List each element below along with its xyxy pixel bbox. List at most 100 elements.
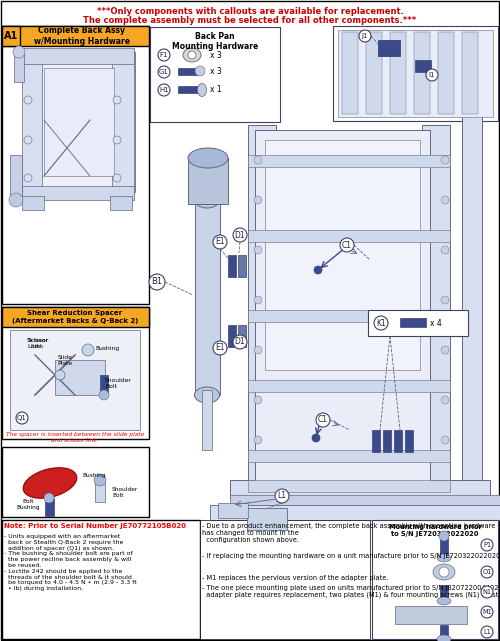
Bar [195, 200, 220, 395]
Circle shape [312, 434, 320, 442]
Bar [422, 125, 450, 505]
Bar [188, 158, 228, 204]
Circle shape [441, 436, 449, 444]
Bar [45, 498, 54, 516]
Bar [383, 430, 391, 452]
Text: M1: M1 [482, 609, 492, 615]
Text: x 3: x 3 [210, 51, 222, 60]
Bar [55, 360, 105, 395]
Bar [112, 50, 134, 195]
Bar [178, 86, 198, 93]
Bar [440, 625, 448, 639]
Bar [230, 480, 490, 498]
Text: x 3: x 3 [210, 67, 222, 76]
Circle shape [441, 396, 449, 404]
Circle shape [314, 266, 322, 274]
Text: Bolt
Bushing: Bolt Bushing [16, 499, 40, 510]
Circle shape [213, 235, 227, 249]
Text: Mounting hardware prior
to S/N JE720322022020: Mounting hardware prior to S/N JE7203220… [388, 524, 482, 537]
Circle shape [441, 246, 449, 254]
Circle shape [94, 474, 106, 486]
Bar [366, 32, 382, 114]
Bar [390, 32, 406, 114]
Bar [210, 505, 500, 520]
Circle shape [24, 96, 32, 104]
Bar [248, 450, 450, 462]
Ellipse shape [194, 387, 220, 403]
Circle shape [359, 30, 371, 42]
Bar [248, 480, 450, 492]
Circle shape [13, 46, 25, 58]
Bar [238, 255, 246, 277]
Bar [368, 310, 468, 336]
Circle shape [254, 296, 262, 304]
Text: D1: D1 [234, 338, 246, 347]
Text: Complete Back Assy
w/Mounting Hardware: Complete Back Assy w/Mounting Hardware [34, 26, 130, 46]
Text: Scissor
Link: Scissor Link [27, 338, 49, 349]
Bar [218, 503, 248, 518]
Bar [230, 495, 500, 507]
Ellipse shape [23, 468, 77, 498]
Circle shape [99, 390, 109, 400]
Bar [22, 186, 134, 200]
Ellipse shape [433, 564, 455, 580]
Bar [265, 140, 420, 370]
Text: The complete assembly must be selected for all other components.***: The complete assembly must be selected f… [84, 16, 416, 25]
Circle shape [16, 412, 28, 424]
Bar [338, 30, 493, 117]
Bar [95, 480, 105, 502]
Text: Bushing: Bushing [95, 346, 119, 351]
Circle shape [441, 346, 449, 354]
Text: - M1 replaces the pervious version of the adapter plate.: - M1 replaces the pervious version of th… [202, 575, 388, 581]
Bar [200, 520, 370, 639]
Text: Back Pan
Mounting Hardware: Back Pan Mounting Hardware [172, 32, 258, 51]
Bar [150, 27, 280, 122]
Text: P1: P1 [483, 542, 491, 548]
Text: Bushing: Bushing [82, 473, 106, 478]
Circle shape [195, 66, 205, 76]
Bar [405, 430, 413, 452]
Bar [2, 307, 149, 327]
Circle shape [439, 567, 449, 577]
Bar [462, 100, 482, 510]
Circle shape [481, 539, 493, 551]
Bar [372, 520, 498, 639]
Text: The spacer is inserted between the slide plate
and scissor link.: The spacer is inserted between the slide… [6, 432, 144, 443]
Text: O1: O1 [482, 569, 492, 575]
Bar [22, 196, 44, 210]
Text: - Units equipped with an aftermarket
  back or Stealth Q-Back 2 require the
  ad: - Units equipped with an aftermarket bac… [4, 534, 137, 591]
Circle shape [233, 335, 247, 349]
Text: H1: H1 [159, 87, 169, 93]
Ellipse shape [437, 635, 451, 641]
Bar [228, 325, 236, 347]
Text: D1: D1 [234, 231, 246, 240]
Circle shape [481, 626, 493, 638]
Text: G1: G1 [159, 69, 169, 75]
Text: Shoulder
Bolt: Shoulder Bolt [105, 378, 132, 389]
Text: K1: K1 [376, 319, 386, 328]
Bar [395, 606, 467, 624]
Bar [394, 430, 402, 452]
Bar [202, 390, 212, 450]
Circle shape [188, 51, 196, 59]
Circle shape [254, 196, 262, 204]
Bar [440, 536, 448, 558]
Circle shape [113, 136, 121, 144]
Bar [248, 310, 450, 322]
Text: - The one piece mounting plate used on units manufactured prior to S/N JB2072200: - The one piece mounting plate used on u… [202, 585, 500, 599]
Bar [462, 32, 478, 114]
Ellipse shape [198, 83, 206, 97]
Bar [255, 130, 430, 485]
Text: L1: L1 [483, 629, 491, 635]
Circle shape [24, 174, 32, 182]
Circle shape [426, 69, 438, 81]
Circle shape [275, 489, 289, 503]
Bar [342, 32, 358, 114]
Bar [30, 52, 135, 192]
Text: J1: J1 [362, 33, 368, 39]
Ellipse shape [194, 192, 220, 208]
Circle shape [254, 156, 262, 164]
Text: - Due to a product enhancement, the complete back assembly with mounting hardwar: - Due to a product enhancement, the comp… [202, 523, 496, 543]
Circle shape [149, 274, 165, 290]
Circle shape [340, 238, 354, 252]
